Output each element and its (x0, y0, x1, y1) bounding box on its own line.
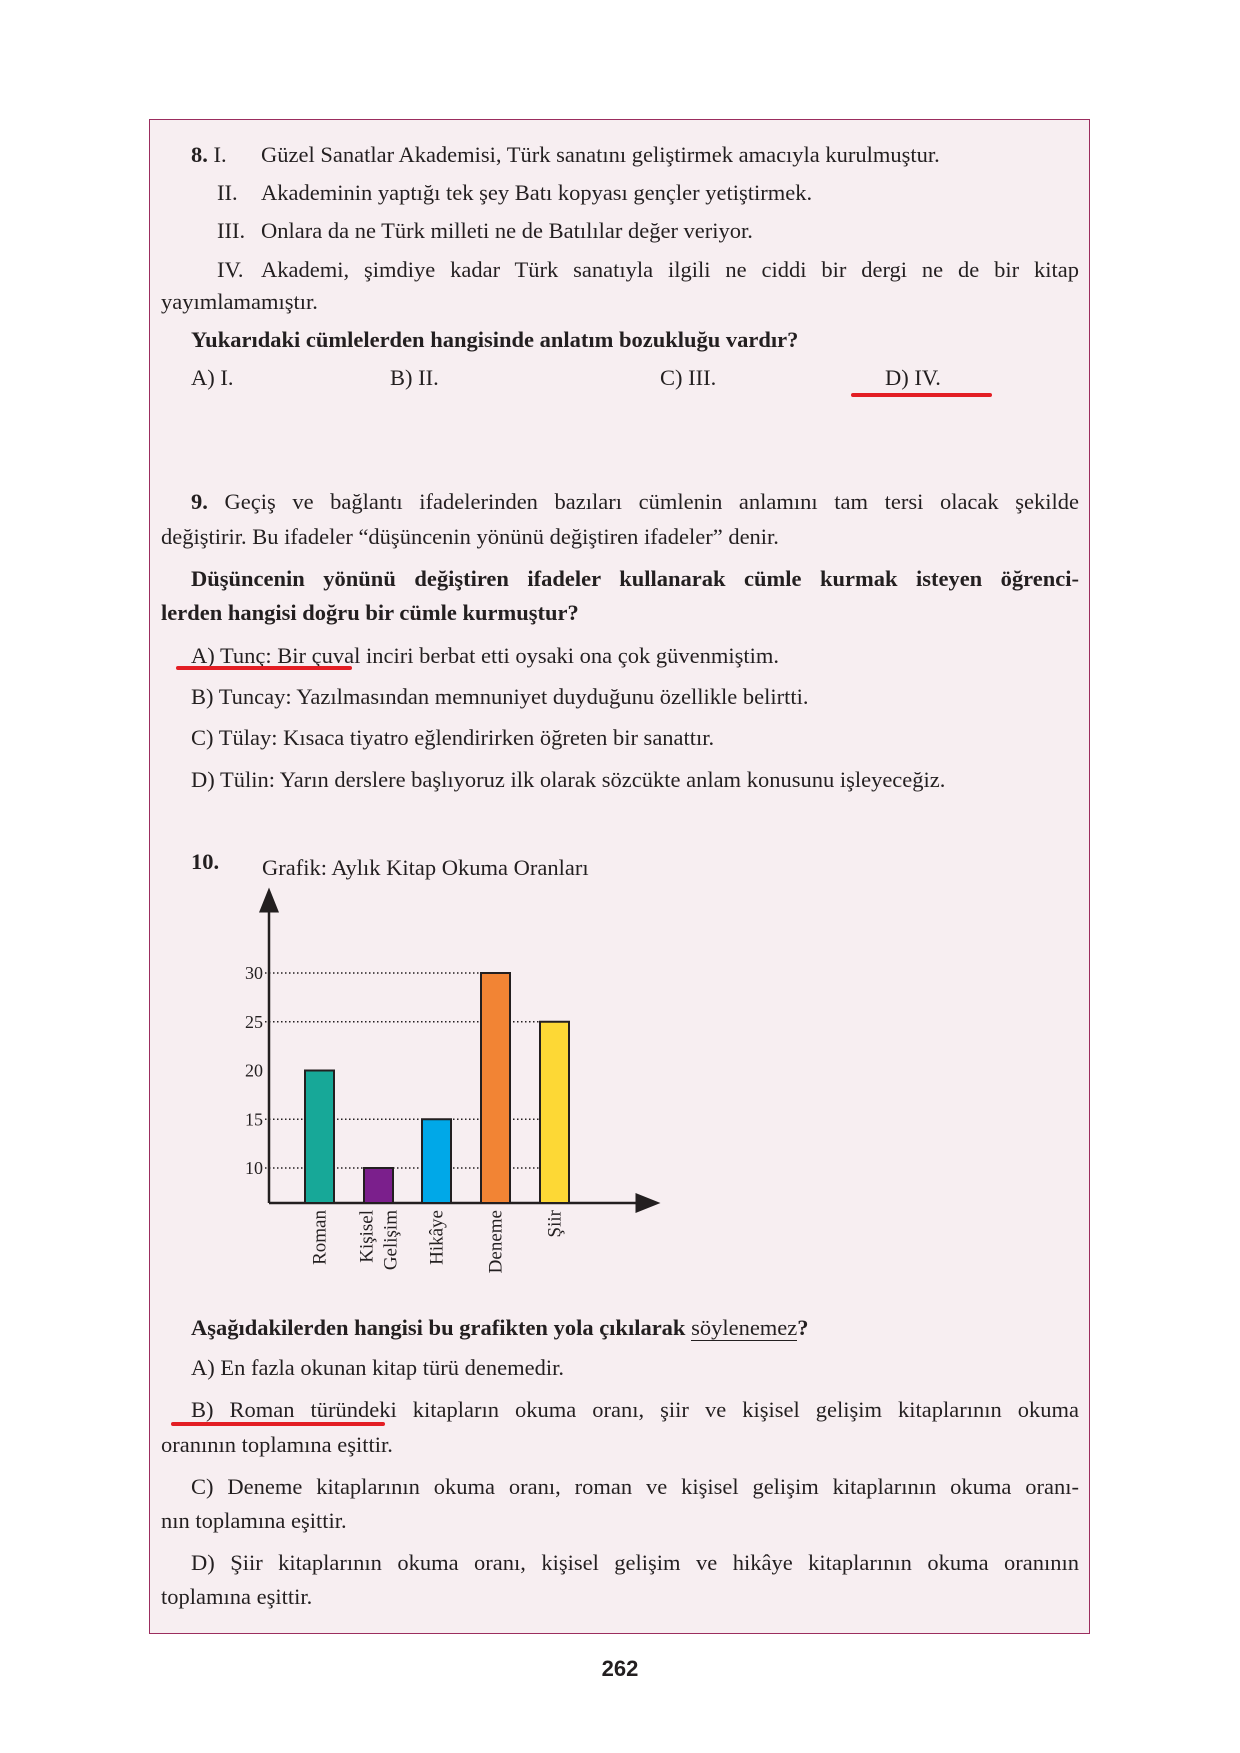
question-frame (149, 119, 1090, 1634)
x-tick-label: Kişisel (357, 1210, 378, 1263)
q9-intro-text: Geçiş ve bağlantı ifadelerinden bazıları… (224, 489, 1079, 514)
roman-numeral: III. (217, 218, 246, 243)
bar-Roman (304, 1069, 335, 1204)
q10-question-text: Aşağıdakilerden hangisi bu grafikten yol… (191, 1315, 692, 1340)
x-tick-label: Roman (310, 1210, 331, 1265)
q9-option-a[interactable]: A) Tunç: Bir çuval inciri berbat etti oy… (191, 643, 780, 668)
q8-option-a[interactable]: A) I. (191, 365, 234, 390)
q10-number: 10. (191, 849, 220, 874)
roman-numeral: IV. (217, 257, 244, 282)
y-tick-label: 10 (245, 1158, 263, 1178)
x-tick-label: Gelişim (381, 1210, 402, 1270)
bar-Deneme (480, 972, 511, 1204)
answer-mark-underline (176, 666, 352, 670)
q9-option-d[interactable]: D) Tülin: Yarın derslere başlıyoruz ilk … (191, 767, 946, 792)
q10-option-b-cont: oranının toplamına eşittir. (161, 1432, 393, 1457)
q9-option-b[interactable]: B) Tuncay: Yazılmasından memnuniyet duyd… (191, 684, 809, 709)
q9-question-2: lerden hangisi doğru bir cümle kurmuştur… (161, 600, 579, 625)
page-number: 262 (601, 1656, 639, 1681)
bar-Kişisel Gelişim (363, 1167, 394, 1204)
roman-numeral: I. (213, 142, 227, 167)
y-tick-label: 15 (245, 1109, 263, 1129)
q8-option-b[interactable]: B) II. (390, 365, 439, 390)
bar-chart: 10 15 20 25 30 Roman Kişisel Gelişim Hikâye Denem… (245, 887, 661, 1273)
q8-option-c[interactable]: C) III. (660, 365, 717, 390)
q8-line-1: 8. I. (191, 141, 227, 169)
y-tick-label: 20 (245, 1061, 263, 1081)
q8-item-4-cont: yayımlamamıştır. (161, 289, 318, 314)
roman-numeral: II. (217, 180, 238, 205)
underlined-keyword: söylenemez (691, 1315, 798, 1341)
y-tick-label: 30 (245, 963, 263, 983)
q8-option-d[interactable]: D) IV. (885, 365, 941, 390)
q10-question-mark: ? (797, 1315, 809, 1340)
q8-number: 8. (191, 142, 208, 167)
q8-question: Yukarıdaki cümlelerden hangisinde anlatı… (191, 327, 799, 352)
x-tick-label: Şiir (545, 1209, 566, 1237)
answer-mark-underline (171, 1422, 385, 1426)
q10-option-b[interactable]: B) Roman türündeki kitapların okuma oran… (191, 1397, 1079, 1422)
q10-option-a[interactable]: A) En fazla okunan kitap türü denemedir. (191, 1355, 564, 1380)
q8-item-3: Onlara da ne Türk milleti ne de Batılıla… (261, 218, 753, 243)
q10-option-d-cont: toplamına eşittir. (161, 1584, 313, 1609)
answer-mark-underline (851, 393, 992, 397)
q9-intro-2: değiştirir. Bu ifadeler “düşüncenin yönü… (161, 524, 779, 549)
x-tick-label: Hikâye (427, 1210, 448, 1265)
q10-option-c[interactable]: C) Deneme kitaplarının okuma oranı, roma… (191, 1474, 1079, 1499)
y-tick-label: 25 (245, 1012, 263, 1032)
q8-item-1: Güzel Sanatlar Akademisi, Türk sanatını … (261, 142, 940, 167)
chart-title: Grafik: Aylık Kitap Okuma Oranları (262, 855, 589, 880)
x-tick-label: Deneme (486, 1210, 507, 1273)
q10-option-c-cont: nın toplamına eşittir. (161, 1508, 347, 1533)
q9-question-1: Düşüncenin yönünü değiştiren ifadeler ku… (191, 566, 1079, 591)
q8-item-2: Akademinin yaptığı tek şey Batı kopyası … (261, 180, 813, 205)
q9-intro-1: 9. Geçiş ve bağlantı ifadelerinden bazıl… (191, 488, 1079, 516)
q10-question: Aşağıdakilerden hangisi bu grafikten yol… (191, 1314, 809, 1342)
q9-option-c[interactable]: C) Tülay: Kısaca tiyatro eğlendirirken ö… (191, 725, 715, 750)
bar-Şiir (539, 1020, 570, 1204)
q10-option-d[interactable]: D) Şiir kitaplarının okuma oranı, kişise… (191, 1550, 1079, 1575)
q9-number: 9. (191, 489, 208, 514)
q8-item-4: Akademi, şimdiye kadar Türk sanatıyla il… (261, 257, 1079, 282)
bar-Hikâye (421, 1118, 452, 1204)
